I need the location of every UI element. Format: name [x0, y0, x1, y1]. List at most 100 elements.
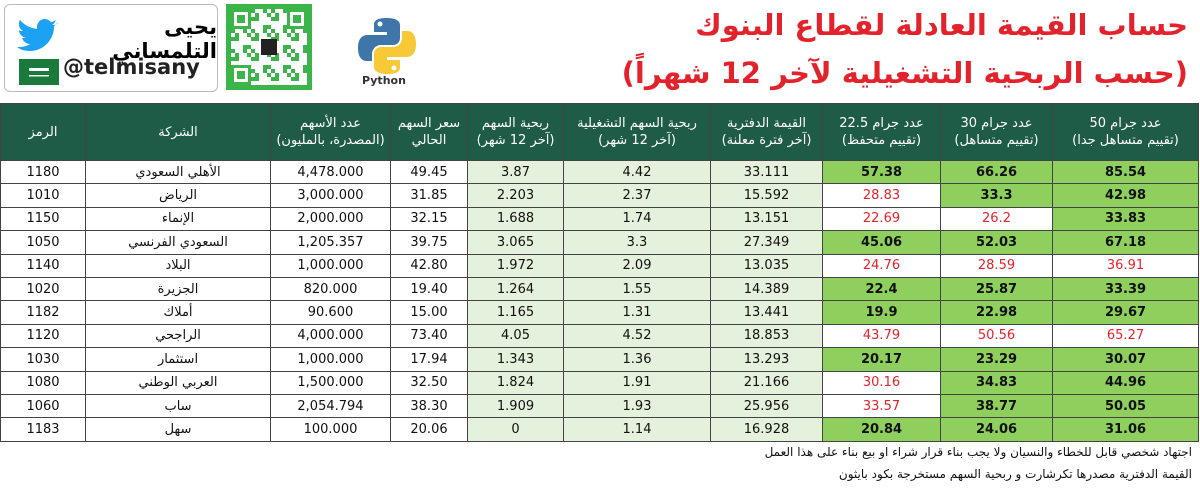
table-cell: 15.00 — [391, 301, 468, 325]
table-cell: 1020 — [1, 278, 86, 302]
qr-module — [275, 77, 279, 81]
table-cell: 36.91 — [1053, 254, 1199, 278]
table-cell: ساب — [86, 395, 271, 419]
table-cell: 1140 — [1, 254, 86, 278]
table-cell: 42.80 — [391, 254, 468, 278]
table-cell: 25.87 — [941, 278, 1053, 302]
table-cell: 66.26 — [941, 161, 1053, 185]
qr-module — [247, 53, 251, 57]
table-cell: 57.38 — [823, 161, 941, 185]
qr-module — [243, 29, 247, 33]
table-cell: 1.36 — [564, 348, 711, 372]
qr-module — [275, 33, 279, 37]
qr-module — [255, 13, 259, 17]
qr-module — [271, 9, 275, 13]
table-cell: 38.77 — [941, 395, 1053, 419]
table-cell: 4.05 — [468, 324, 564, 349]
qr-module — [295, 73, 299, 77]
table-cell: 20.84 — [823, 418, 941, 442]
qr-module — [247, 33, 251, 37]
qr-module — [267, 65, 271, 69]
header-text: ربحية السهم التشغيلية — [577, 116, 697, 131]
qr-module — [263, 65, 267, 69]
qr-module — [251, 77, 255, 81]
qr-module — [283, 9, 287, 13]
table-cell: الأهلي السعودي — [86, 161, 271, 185]
qr-module — [295, 57, 299, 61]
table-cell: الإنماء — [86, 207, 271, 232]
table-cell: 28.83 — [823, 184, 941, 208]
qr-module — [243, 45, 247, 49]
qr-module — [275, 73, 279, 77]
qr-module — [231, 49, 235, 53]
table-cell: أملاك — [86, 301, 271, 325]
qr-module — [275, 13, 279, 17]
header-text: (المصدرة، بالمليون) — [276, 133, 385, 148]
table-cell: 3.3 — [564, 231, 711, 255]
column-header: عدد جرام 50 (تقييم متساهل جدا) — [1053, 104, 1199, 161]
table-cell: 4.42 — [564, 161, 711, 185]
qr-code — [226, 4, 312, 90]
table-cell: 1120 — [1, 324, 86, 349]
qr-module — [255, 33, 259, 37]
table-cell: 33.57 — [823, 395, 941, 419]
table-cell: 18.853 — [711, 324, 823, 349]
table-cell: 1060 — [1, 395, 86, 419]
table-cell: 20.06 — [391, 418, 468, 442]
table-cell: 13.293 — [711, 348, 823, 372]
header-text: ربحية السهم — [481, 116, 550, 131]
qr-module — [251, 29, 255, 33]
table-cell: 50.05 — [1053, 395, 1199, 419]
table-cell: البلاد — [86, 254, 271, 278]
table-cell: 90.600 — [271, 301, 391, 325]
qr-module — [251, 49, 255, 53]
table-cell: 22.98 — [941, 301, 1053, 325]
qr-module — [267, 73, 271, 77]
qr-module — [251, 57, 255, 61]
table-cell: 1010 — [1, 184, 86, 208]
header-text: سعر السهم — [397, 116, 461, 131]
qr-module — [267, 13, 271, 17]
qr-module — [283, 69, 287, 73]
table-cell: 38.30 — [391, 395, 468, 419]
table-cell: 1030 — [1, 348, 86, 372]
twitter-icon — [17, 19, 58, 51]
table-cell: 1.91 — [564, 371, 711, 395]
qr-module — [255, 57, 259, 61]
header-text: الشركة — [158, 124, 198, 140]
column-header: عدد جرام 22.5 (تقييم متحفظ) — [823, 104, 941, 161]
table-cell: 1.264 — [468, 278, 564, 302]
qr-module — [263, 25, 267, 29]
qr-module — [287, 73, 291, 77]
table-cell: 31.06 — [1053, 418, 1199, 442]
footer-line1: اجتهاد شخصي قابل للخطاء والنسيان ولا يجب… — [764, 445, 1192, 459]
table-cell: 1.14 — [564, 418, 711, 442]
table-cell: 2,000.000 — [271, 207, 391, 232]
table-cell: 1,500.000 — [271, 371, 391, 395]
qr-module — [271, 29, 275, 33]
table-cell: 21.166 — [711, 371, 823, 395]
qr-module — [283, 45, 287, 49]
table-cell: 0 — [468, 418, 564, 442]
header-text: (آخر فترة معلنة) — [721, 133, 812, 148]
table-cell: 1.824 — [468, 371, 564, 395]
column-header: الشركة — [86, 104, 271, 161]
table-cell: 50.56 — [941, 324, 1053, 349]
table-cell: 1.972 — [468, 254, 564, 278]
table-cell: 17.94 — [391, 348, 468, 372]
qr-module — [283, 25, 287, 29]
column-header: عدد الأسهم (المصدرة، بالمليون) — [271, 104, 391, 161]
qr-module — [255, 73, 259, 77]
column-header: سعر السهم الحالي — [391, 104, 468, 161]
qr-module — [275, 57, 279, 61]
qr-module — [295, 53, 299, 57]
header-text: عدد جرام 50 — [1089, 116, 1162, 131]
qr-module — [267, 25, 271, 29]
valuation-table: الرمز الشركة عدد الأسهم (المصدرة، بالمليون)… — [0, 103, 1199, 442]
qr-module — [237, 15, 245, 23]
table-cell: 30.16 — [823, 371, 941, 395]
table-cell: 19.9 — [823, 301, 941, 325]
table-cell: 31.85 — [391, 184, 468, 208]
table-cell: 4,000.000 — [271, 324, 391, 349]
